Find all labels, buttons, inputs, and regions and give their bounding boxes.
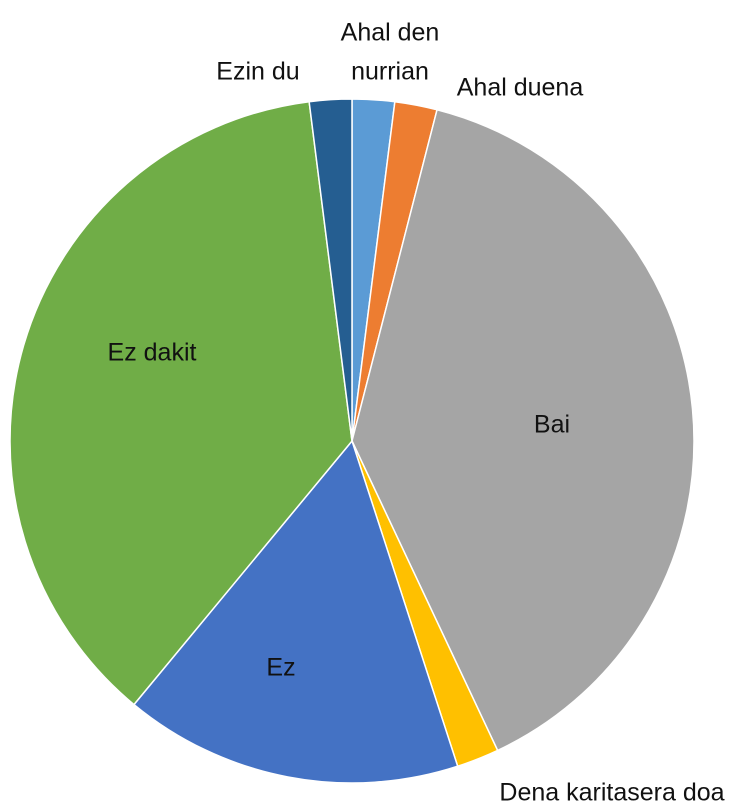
slice-label: Dena karitasera doa [499,778,725,807]
slice-label: Ez dakit [107,338,197,367]
pie-slice [132,439,459,784]
slice-label: Ez [266,653,296,682]
slice-label: Ahal duena [456,73,584,102]
slice-label: Bai [533,410,571,439]
slice-label: Ahal den nurrian [340,18,440,85]
slice-label: Ezin du [216,57,300,86]
pie-slice [308,98,353,442]
pie-slice [9,100,353,706]
pie-slice [351,108,695,752]
